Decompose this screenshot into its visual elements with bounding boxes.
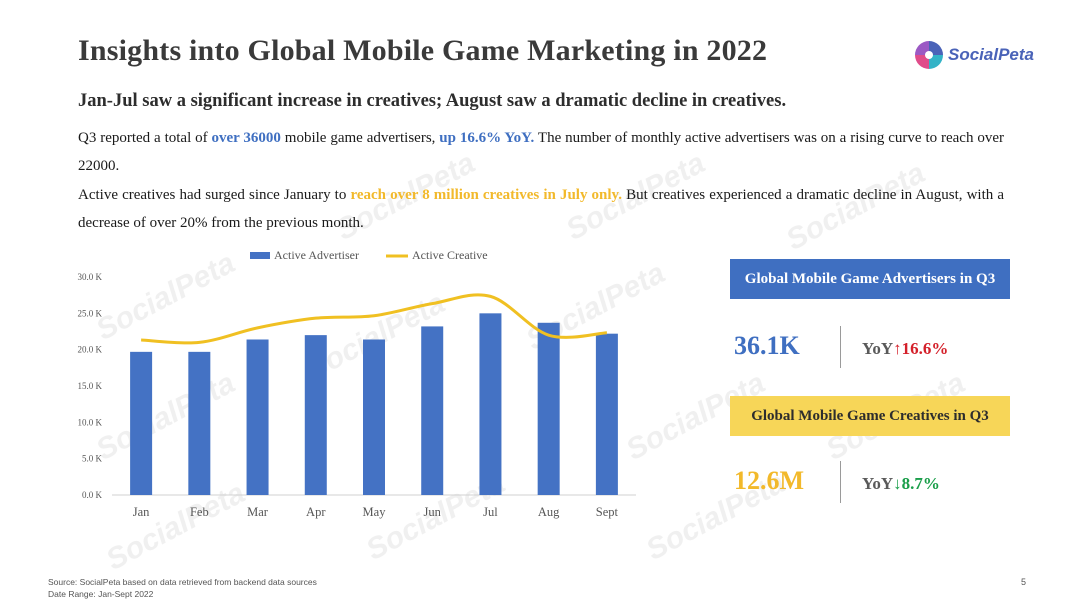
bar-mar	[246, 339, 269, 495]
creatives-yoy: YoY↓8.7%	[862, 474, 940, 493]
bar-sept	[595, 333, 618, 495]
summary-paragraph-creatives: Active creatives had surged since Januar…	[78, 187, 1004, 231]
advertisers-yoy: YoY↑16.6%	[862, 339, 949, 358]
source-text: Source: SocialPeta based on data retriev…	[48, 577, 317, 587]
advertisers-stat-banner: Global Mobile Game Advertisers in Q3	[730, 259, 1010, 299]
source-footnote: Source: SocialPeta based on data retriev…	[48, 576, 317, 600]
divider	[840, 326, 841, 368]
legend-label-advertiser: Active Advertiser	[274, 248, 359, 262]
brand-logo-icon	[915, 41, 943, 69]
left-axis-tick: 15.0 K	[78, 381, 103, 391]
advertiser-creative-chart: Active Advertiser Active Creative 0.0 K 5.0…	[78, 248, 636, 519]
creatives-stat-banner: Global Mobile Game Creatives in Q3	[730, 396, 1010, 436]
left-axis-tick: 0.0 K	[82, 490, 103, 500]
bar-jul	[479, 313, 502, 495]
left-axis-tick: 25.0 K	[78, 308, 103, 318]
x-axis-label: Apr	[306, 505, 326, 519]
legend-label-creative: Active Creative	[412, 248, 488, 262]
creatives-yoy-value: ↓8.7%	[893, 474, 940, 493]
divider	[840, 461, 841, 503]
left-axis-tick: 20.0 K	[78, 345, 103, 355]
left-axis-tick: 10.0 K	[78, 417, 103, 427]
bar-aug	[537, 322, 560, 495]
advertisers-yoy-value: ↑16.6%	[893, 339, 949, 358]
legend-swatch-advertiser	[250, 252, 270, 259]
bar-jan	[130, 351, 153, 495]
x-axis-label: Mar	[247, 505, 269, 519]
advertisers-stat-value: 36.1K	[734, 331, 800, 360]
x-axis-label: Feb	[190, 505, 209, 519]
bar-may	[363, 339, 385, 495]
left-axis-tick: 30.0 K	[78, 272, 103, 282]
slide-subtitle: Jan-Jul saw a significant increase in cr…	[78, 91, 787, 111]
x-axis-label: Jan	[133, 505, 150, 519]
bar-jun	[421, 326, 444, 495]
brand-logo-text: SocialPeta	[948, 45, 1034, 64]
highlight-creative-peak: reach over 8 million creatives in July o…	[350, 187, 622, 203]
x-axis-label: Jun	[424, 505, 442, 519]
page-number: 5	[1021, 577, 1027, 587]
highlight-advertiser-growth: up 16.6% YoY.	[439, 130, 535, 146]
x-axis-label: Jul	[483, 505, 498, 519]
x-axis-label: Aug	[538, 505, 560, 519]
slide-title: Insights into Global Mobile Game Marketi…	[78, 34, 768, 67]
x-axis-label: May	[363, 505, 387, 519]
line-active-creative	[141, 293, 608, 345]
creatives-stat-value: 12.6M	[734, 466, 805, 495]
bar-apr	[304, 335, 327, 495]
x-axis-label: Sept	[596, 505, 619, 519]
summary-paragraph-advertisers: Q3 reported a total of over 36000 mobile…	[78, 130, 1004, 174]
left-axis-tick: 5.0 K	[82, 454, 103, 464]
bar-feb	[188, 351, 211, 495]
date-range-text: Date Range: Jan-Sept 2022	[48, 589, 154, 599]
highlight-advertiser-count: over 36000	[211, 130, 281, 146]
brand-logo: SocialPeta	[914, 40, 1034, 70]
